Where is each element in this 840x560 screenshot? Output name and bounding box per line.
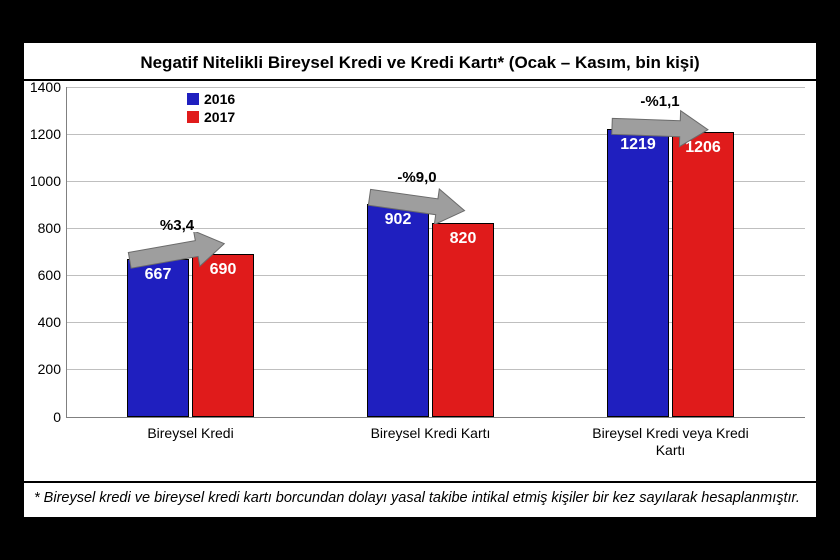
y-tick-label: 1400: [30, 79, 61, 95]
legend: 2016 2017: [187, 91, 235, 125]
change-arrow: -%1,1: [605, 93, 715, 148]
bar-group: 902820Bireysel Kredi Kartı: [367, 204, 494, 417]
chart-title: Negatif Nitelikli Bireysel Kredi ve Kred…: [24, 43, 816, 81]
bar: 690: [192, 254, 254, 417]
change-arrow: %3,4: [122, 217, 232, 272]
legend-item: 2017: [187, 109, 235, 125]
arrow-icon: [362, 184, 472, 224]
chart-zone: 020040060080010001200140020162017667690B…: [24, 81, 816, 481]
legend-swatch: [187, 111, 199, 123]
bar-value-label: 820: [433, 230, 493, 248]
footnote-text: * Bireysel kredi ve bireysel kredi kartı…: [24, 481, 816, 518]
plot-area: 020040060080010001200140020162017667690B…: [66, 87, 805, 418]
bar: 1206: [672, 132, 734, 416]
bar: 902: [367, 204, 429, 417]
bar: 1219: [607, 129, 669, 416]
legend-label: 2017: [204, 109, 235, 125]
legend-item: 2016: [187, 91, 235, 107]
category-label: Bireysel Kredi Kartı: [337, 425, 524, 443]
y-tick-label: 1200: [30, 126, 61, 142]
bar-group: 667690Bireysel Kredi: [127, 254, 254, 417]
bar: 820: [432, 223, 494, 416]
bar-group: 12191206Bireysel Kredi veya Kredi Kartı: [607, 129, 734, 416]
legend-swatch: [187, 93, 199, 105]
chart-container: Negatif Nitelikli Bireysel Kredi ve Kred…: [22, 41, 818, 520]
y-tick-label: 1000: [30, 173, 61, 189]
y-tick-label: 600: [38, 267, 61, 283]
y-tick-label: 800: [38, 220, 61, 236]
legend-label: 2016: [204, 91, 235, 107]
y-tick-label: 0: [53, 409, 61, 425]
category-label: Bireysel Kredi: [97, 425, 284, 443]
grid-line: [67, 87, 805, 88]
arrow-icon: [122, 232, 232, 272]
change-arrow: -%9,0: [362, 169, 472, 224]
category-label: Bireysel Kredi veya Kredi Kartı: [577, 425, 764, 460]
bar: 667: [127, 259, 189, 416]
arrow-icon: [605, 108, 715, 148]
y-tick-label: 400: [38, 314, 61, 330]
y-tick-label: 200: [38, 361, 61, 377]
